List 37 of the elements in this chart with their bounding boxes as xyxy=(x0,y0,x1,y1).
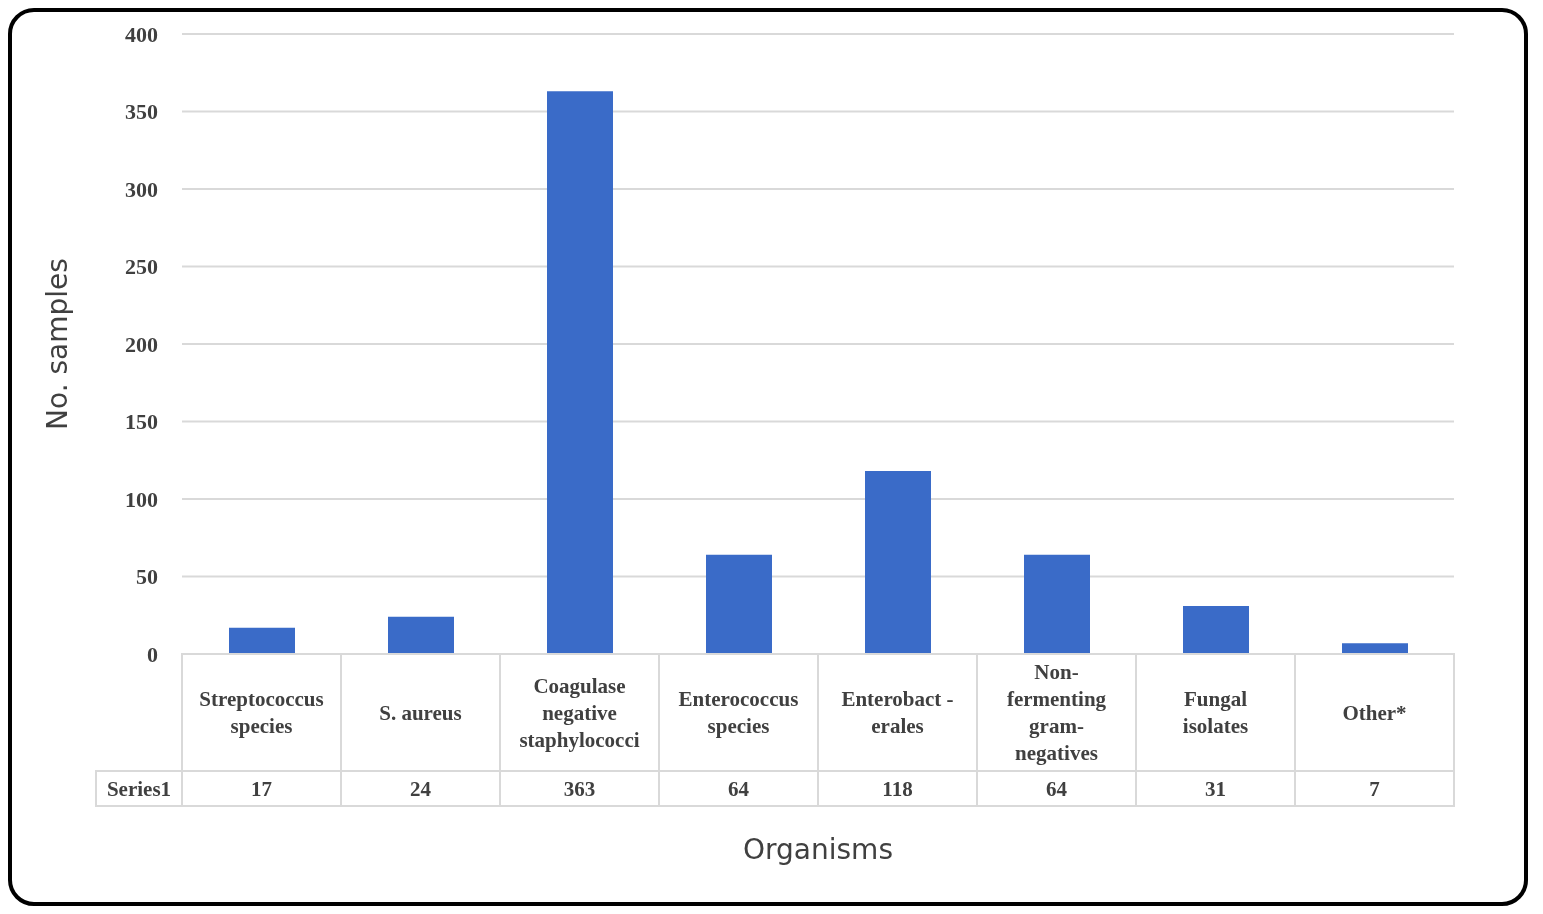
bar xyxy=(388,616,454,654)
data-label: 64 xyxy=(728,777,750,801)
x-tick-label: S. aureus xyxy=(379,700,462,725)
bar xyxy=(1024,554,1090,654)
text: Series1 xyxy=(106,777,172,801)
x-tick-label: Other* xyxy=(1342,700,1407,725)
chart-frame: Streptococcus species Series1 17 S. aureus 24 Coagulase negative staphylococci 363 Enterococcus species 64 Enterobact -erales 118 Non-fermenting gram-negatives 64 Fungal isolates 31 Other* 7 Organisms 0 50 100 150 200 250 300 350 400 No. samples xyxy=(8,8,1528,906)
x-tick-label: Enterobact -erales xyxy=(841,687,954,738)
data-label: 17 xyxy=(251,777,272,801)
data-label: 7 xyxy=(1369,777,1380,801)
x-axis-title: Organisms xyxy=(743,833,893,866)
bar xyxy=(706,554,772,654)
bar xyxy=(547,91,613,654)
data-label: 64 xyxy=(1046,777,1068,801)
x-tick-label: Coagulase negative staphylococci xyxy=(519,673,640,752)
y-tick-label: 50 xyxy=(136,564,158,590)
y-tick-label: 200 xyxy=(125,331,158,357)
bar xyxy=(865,471,931,654)
y-tick-label: 150 xyxy=(125,409,158,435)
data-label: 24 xyxy=(410,777,432,801)
y-tick-label: 100 xyxy=(125,486,158,512)
y-tick-label: 0 xyxy=(147,641,158,667)
y-tick-label: 250 xyxy=(125,254,158,280)
x-tick-label: Enterococcus species xyxy=(678,687,799,738)
x-tick-label: Fungal isolates xyxy=(1182,687,1249,738)
y-tick-label: 350 xyxy=(125,99,158,125)
bar xyxy=(1183,605,1249,654)
y-axis-title: No. samples xyxy=(40,258,74,430)
y-tick-label: 400 xyxy=(125,21,158,47)
data-label: 31 xyxy=(1205,777,1226,801)
bar xyxy=(1342,643,1408,654)
y-tick-label: 300 xyxy=(125,176,158,202)
x-tick-label: Streptococcus species xyxy=(199,687,324,738)
x-tick-label: Non-fermenting gram-negatives xyxy=(1006,660,1107,765)
data-label: 363 xyxy=(563,777,596,801)
data-label: 118 xyxy=(882,777,913,801)
bar xyxy=(229,627,295,654)
